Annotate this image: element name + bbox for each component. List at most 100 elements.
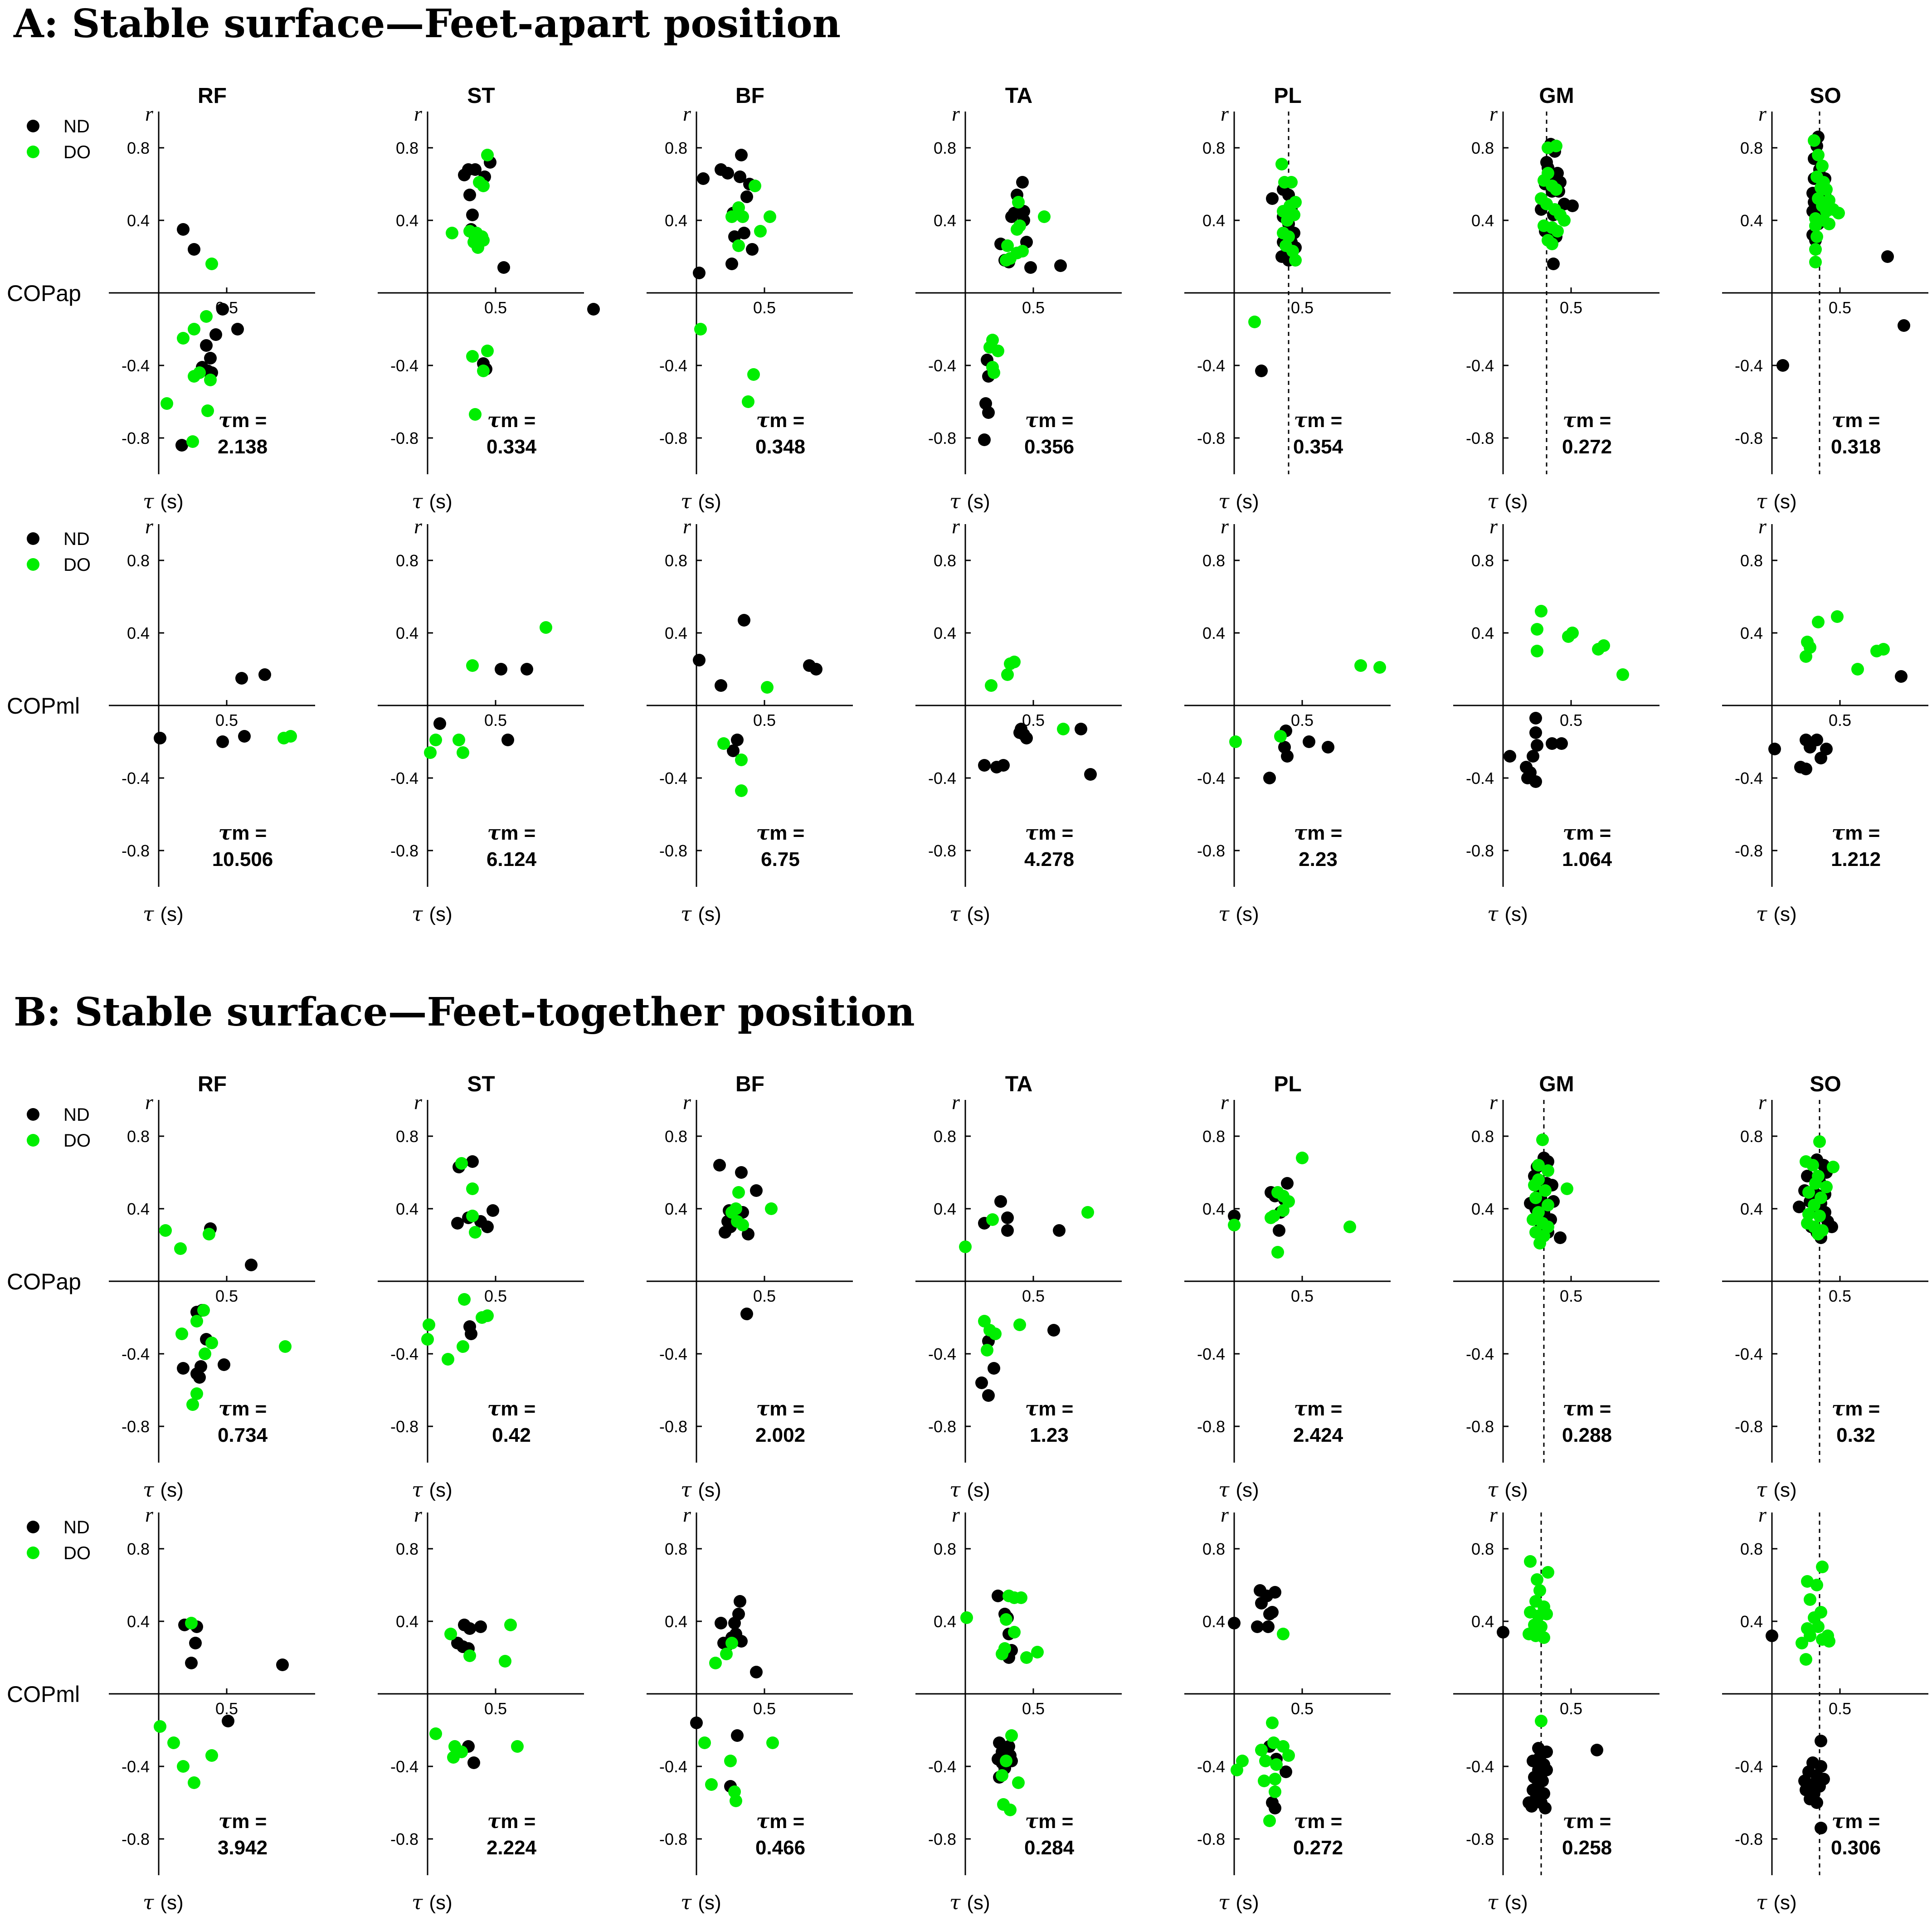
tau-m-value: 1.23 [1030, 1424, 1069, 1446]
y-tick-label: -0.8 [390, 1830, 419, 1848]
y-tick-label: 0.4 [1471, 1200, 1494, 1218]
tau-m-value: 0.272 [1293, 1837, 1343, 1859]
nd-point [1263, 772, 1276, 784]
y-tick-label: -0.4 [928, 1757, 956, 1776]
y-axis-label: r [414, 102, 423, 125]
tau-m-value: 6.124 [487, 848, 537, 870]
nd-point [1810, 734, 1823, 746]
muscle-title: TA [1005, 1072, 1032, 1096]
do-point [1802, 1186, 1815, 1199]
nd-point [750, 1666, 763, 1678]
row-label: COPap [7, 281, 81, 306]
y-tick-label: 0.4 [127, 1200, 150, 1218]
do-point [1015, 1591, 1027, 1604]
tau-m-value: 0.354 [1293, 436, 1343, 458]
legend-nd-label: ND [63, 117, 90, 136]
tau-m-label: τm = [756, 409, 805, 432]
y-tick-label: -0.8 [390, 841, 419, 860]
y-tick-label: -0.8 [1197, 429, 1225, 447]
x-tick-label: 0.5 [1829, 298, 1851, 317]
do-point [472, 241, 484, 254]
nd-point [1228, 1617, 1241, 1629]
do-point [1057, 723, 1070, 735]
do-point [1546, 238, 1558, 250]
nd-point [154, 732, 166, 744]
y-tick-label: -0.4 [122, 356, 150, 375]
do-point [1274, 730, 1287, 743]
y-tick-label: 0.8 [1740, 1127, 1763, 1146]
tau-m-label: τm = [219, 822, 267, 845]
do-point [499, 1655, 511, 1668]
nd-point [1766, 1629, 1778, 1642]
tau-m-label: τm = [1294, 1810, 1343, 1833]
y-tick-label: -0.8 [659, 1417, 687, 1436]
tau-m-label: τm = [219, 409, 267, 432]
x-tick-label: 0.5 [1022, 298, 1045, 317]
do-point [1538, 174, 1550, 187]
do-point [1820, 1181, 1833, 1193]
do-point [1012, 196, 1025, 209]
y-axis-label: r [414, 1090, 423, 1114]
do-point [735, 754, 748, 766]
nd-point [1281, 750, 1294, 763]
nd-point [715, 1617, 727, 1629]
y-tick-label: 0.8 [665, 139, 687, 157]
panel-so: r 0.8 0.4 -0.4 -0.8 0.5 τm = 0.306 τ (s) [1722, 1503, 1928, 1914]
do-point [279, 1340, 292, 1353]
do-point [1524, 1555, 1537, 1568]
tau-m-value: 0.334 [487, 436, 537, 458]
do-point [1008, 656, 1021, 668]
do-point [1031, 1646, 1044, 1658]
nd-point [1273, 1224, 1285, 1237]
x-axis-label: τ (s) [412, 490, 453, 513]
y-tick-label: 0.8 [1740, 551, 1763, 570]
do-point [1008, 1626, 1021, 1639]
nd-point [1255, 365, 1268, 377]
nd-point [1266, 1606, 1279, 1619]
x-tick-label: 0.5 [753, 711, 776, 729]
tau-m-label: τm = [1832, 1397, 1880, 1420]
x-tick-label: 0.5 [484, 1287, 507, 1305]
do-point [457, 746, 469, 759]
do-point [736, 1219, 749, 1231]
panel-pl: r 0.8 0.4 -0.4 -0.8 0.5 τm = 2.23 τ (s) [1184, 515, 1391, 926]
y-tick-label: -0.8 [1466, 841, 1494, 860]
nd-point [487, 1204, 499, 1217]
y-axis-label: r [1758, 1090, 1767, 1114]
panel-st: r 0.8 0.4 -0.4 -0.8 0.5 τm = 2.224 τ (s) [378, 1503, 584, 1914]
do-point [1531, 623, 1543, 636]
panel-gm: r 0.8 0.4 -0.4 -0.8 0.5 τm = 0.258 τ (s) [1453, 1503, 1659, 1914]
do-point [466, 1182, 479, 1195]
y-tick-label: 0.4 [934, 1612, 956, 1631]
do-point [205, 1749, 218, 1762]
y-tick-label: 0.8 [1740, 139, 1763, 157]
y-tick-label: 0.4 [934, 624, 956, 642]
tau-m-label: τm = [1563, 1810, 1611, 1833]
x-tick-label: 0.5 [1829, 1287, 1851, 1305]
do-point [1810, 230, 1823, 243]
x-tick-label: 0.5 [484, 1699, 507, 1718]
tau-m-value: 4.278 [1024, 848, 1074, 870]
do-point [761, 681, 774, 694]
y-axis-label: r [1221, 515, 1229, 538]
do-point [985, 679, 998, 692]
nd-point [495, 663, 507, 676]
do-point [446, 227, 458, 239]
panel-gm: r 0.8 0.4 -0.4 -0.8 0.5 τm = 1.064 τ (s) [1453, 515, 1659, 926]
nd-point [1881, 250, 1894, 263]
nd-point [1266, 192, 1279, 205]
do-point [694, 323, 707, 336]
legend-do-marker [27, 1134, 39, 1147]
do-point [1533, 1237, 1546, 1250]
nd-point [982, 1389, 995, 1402]
do-point [477, 180, 490, 192]
do-point [1354, 659, 1367, 672]
tau-m-value: 3.942 [218, 1837, 268, 1859]
do-point [511, 1740, 524, 1753]
y-tick-label: 0.8 [396, 551, 419, 570]
nd-point [1001, 1211, 1014, 1224]
y-tick-label: 0.8 [396, 139, 419, 157]
tau-m-label: τm = [1025, 1397, 1074, 1420]
nd-point [1504, 750, 1516, 763]
